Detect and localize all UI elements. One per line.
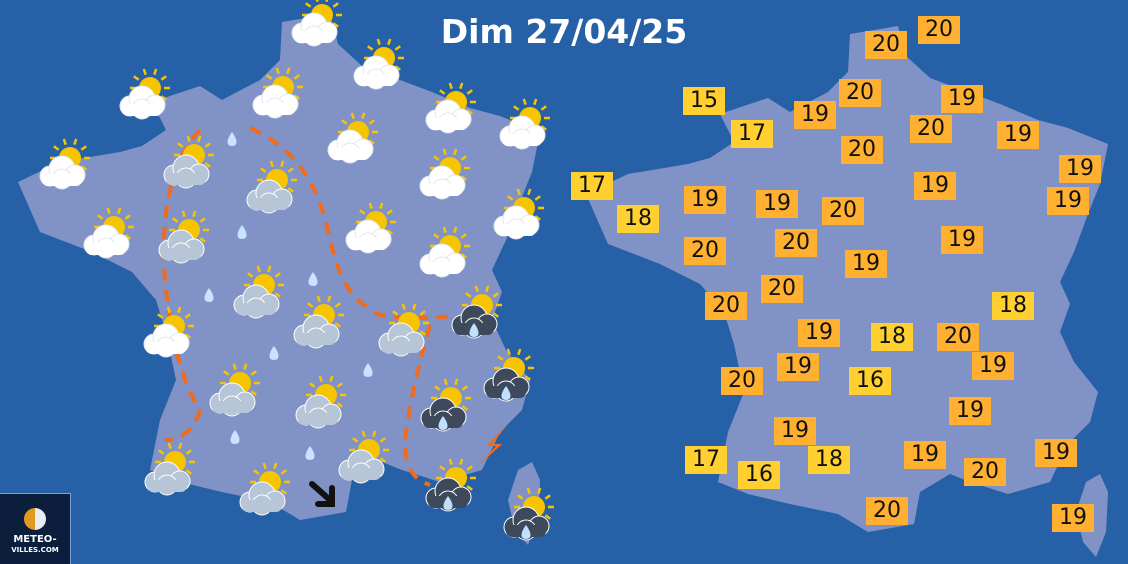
- temperature-label: 18: [871, 323, 913, 351]
- sun-rain-cloud-icon: [420, 378, 471, 432]
- rain-drop-icon: [305, 446, 315, 460]
- temperature-label: 20: [705, 292, 747, 320]
- sun-grey-cloud-icon: [158, 210, 209, 264]
- sun-grey-cloud-icon: [295, 375, 346, 429]
- sun-cloud-icon: [425, 82, 476, 134]
- temperature-label: 19: [972, 352, 1014, 380]
- temperature-label: 19: [904, 441, 946, 469]
- sun-grey-cloud-icon: [163, 135, 214, 189]
- sun-grey-cloud-icon: [338, 430, 389, 484]
- temperature-label: 19: [941, 226, 983, 254]
- logo-subtext: VILLES.COM: [11, 546, 59, 554]
- sun-cloud-icon: [327, 112, 378, 164]
- sun-rain-cloud-icon: [503, 487, 554, 541]
- sun-cloud-icon: [493, 188, 544, 240]
- temperature-label: 17: [685, 446, 727, 474]
- sun-cloud-icon: [252, 67, 303, 119]
- temperature-label: 19: [1059, 155, 1101, 183]
- rain-drop-icon: [237, 225, 247, 239]
- rain-drop-icon: [363, 363, 373, 377]
- france-land: [18, 14, 540, 520]
- sun-grey-cloud-icon: [144, 442, 195, 496]
- temperature-label: 17: [731, 120, 773, 148]
- temperature-label: 16: [849, 367, 891, 395]
- rain-drop-icon: [230, 430, 240, 444]
- sun-cloud-icon: [419, 226, 470, 278]
- temperature-label: 19: [777, 353, 819, 381]
- date-title: Dim 27/04/25: [440, 12, 688, 51]
- rain-drop-icon: [269, 346, 279, 360]
- temperature-label: 20: [822, 197, 864, 225]
- sun-cloud-icon: [419, 148, 470, 200]
- sun-cloud-icon: [345, 202, 396, 254]
- temperature-label: 19: [1047, 187, 1089, 215]
- sun-rain-cloud-icon: [425, 458, 476, 512]
- sun-cloud-icon: [291, 0, 342, 47]
- temperature-label: 20: [684, 237, 726, 265]
- sun-grey-cloud-icon: [246, 160, 297, 214]
- lightning-icon: [476, 424, 508, 468]
- sun-grey-cloud-icon: [293, 295, 344, 349]
- temperature-label: 18: [808, 446, 850, 474]
- sun-grey-cloud-icon: [378, 303, 429, 357]
- sun-rain-cloud-icon: [483, 348, 534, 402]
- wind-arrow-icon: [309, 481, 335, 507]
- temperature-label: 20: [775, 229, 817, 257]
- meteo-villes-logo[interactable]: METEO- VILLES.COM: [0, 493, 71, 564]
- sun-grey-cloud-icon: [209, 363, 260, 417]
- rain-drop-icon: [227, 132, 237, 146]
- rain-zone-outline: [402, 324, 432, 487]
- temperature-label: 20: [839, 79, 881, 107]
- temperature-label: 19: [798, 319, 840, 347]
- sun-cloud-icon: [119, 68, 170, 120]
- rain-drop-icon: [204, 288, 214, 302]
- temperature-label: 20: [937, 323, 979, 351]
- temperature-label: 16: [738, 461, 780, 489]
- temperature-label: 19: [756, 190, 798, 218]
- sun-grey-cloud-icon: [233, 265, 284, 319]
- temperature-label: 19: [1035, 439, 1077, 467]
- temperature-label: 19: [794, 101, 836, 129]
- temperature-label: 20: [761, 275, 803, 303]
- sun-rain-cloud-icon: [451, 285, 502, 339]
- logo-text: METEO-: [13, 534, 57, 545]
- rain-drop-icon: [308, 272, 318, 286]
- sun-cloud-icon: [499, 98, 550, 150]
- sun-cloud-icon: [83, 207, 134, 259]
- temperature-label: 19: [684, 186, 726, 214]
- sun-grey-cloud-icon: [239, 462, 290, 516]
- temperature-label: 20: [910, 115, 952, 143]
- temperature-label: 19: [774, 417, 816, 445]
- temperature-label: 19: [997, 121, 1039, 149]
- temperature-label: 20: [841, 136, 883, 164]
- temperature-label: 19: [914, 172, 956, 200]
- temperature-label: 17: [571, 172, 613, 200]
- logo-icon: [24, 508, 46, 530]
- weather-icon-map: [18, 0, 554, 545]
- temperature-label: 20: [918, 16, 960, 44]
- rain-zone-outline: [249, 126, 451, 321]
- temperature-label: 20: [964, 458, 1006, 486]
- temperature-label: 20: [866, 497, 908, 525]
- temperature-label: 19: [941, 85, 983, 113]
- temperature-label: 19: [845, 250, 887, 278]
- temperature-label: 19: [949, 397, 991, 425]
- temperature-label: 20: [721, 367, 763, 395]
- temperature-label: 18: [992, 292, 1034, 320]
- temperature-label: 15: [683, 87, 725, 115]
- sun-cloud-icon: [143, 306, 194, 358]
- temperature-label: 18: [617, 205, 659, 233]
- temperature-label: 20: [865, 31, 907, 59]
- sun-cloud-icon: [353, 38, 404, 90]
- temperature-label: 19: [1052, 504, 1094, 532]
- sun-cloud-icon: [39, 138, 90, 190]
